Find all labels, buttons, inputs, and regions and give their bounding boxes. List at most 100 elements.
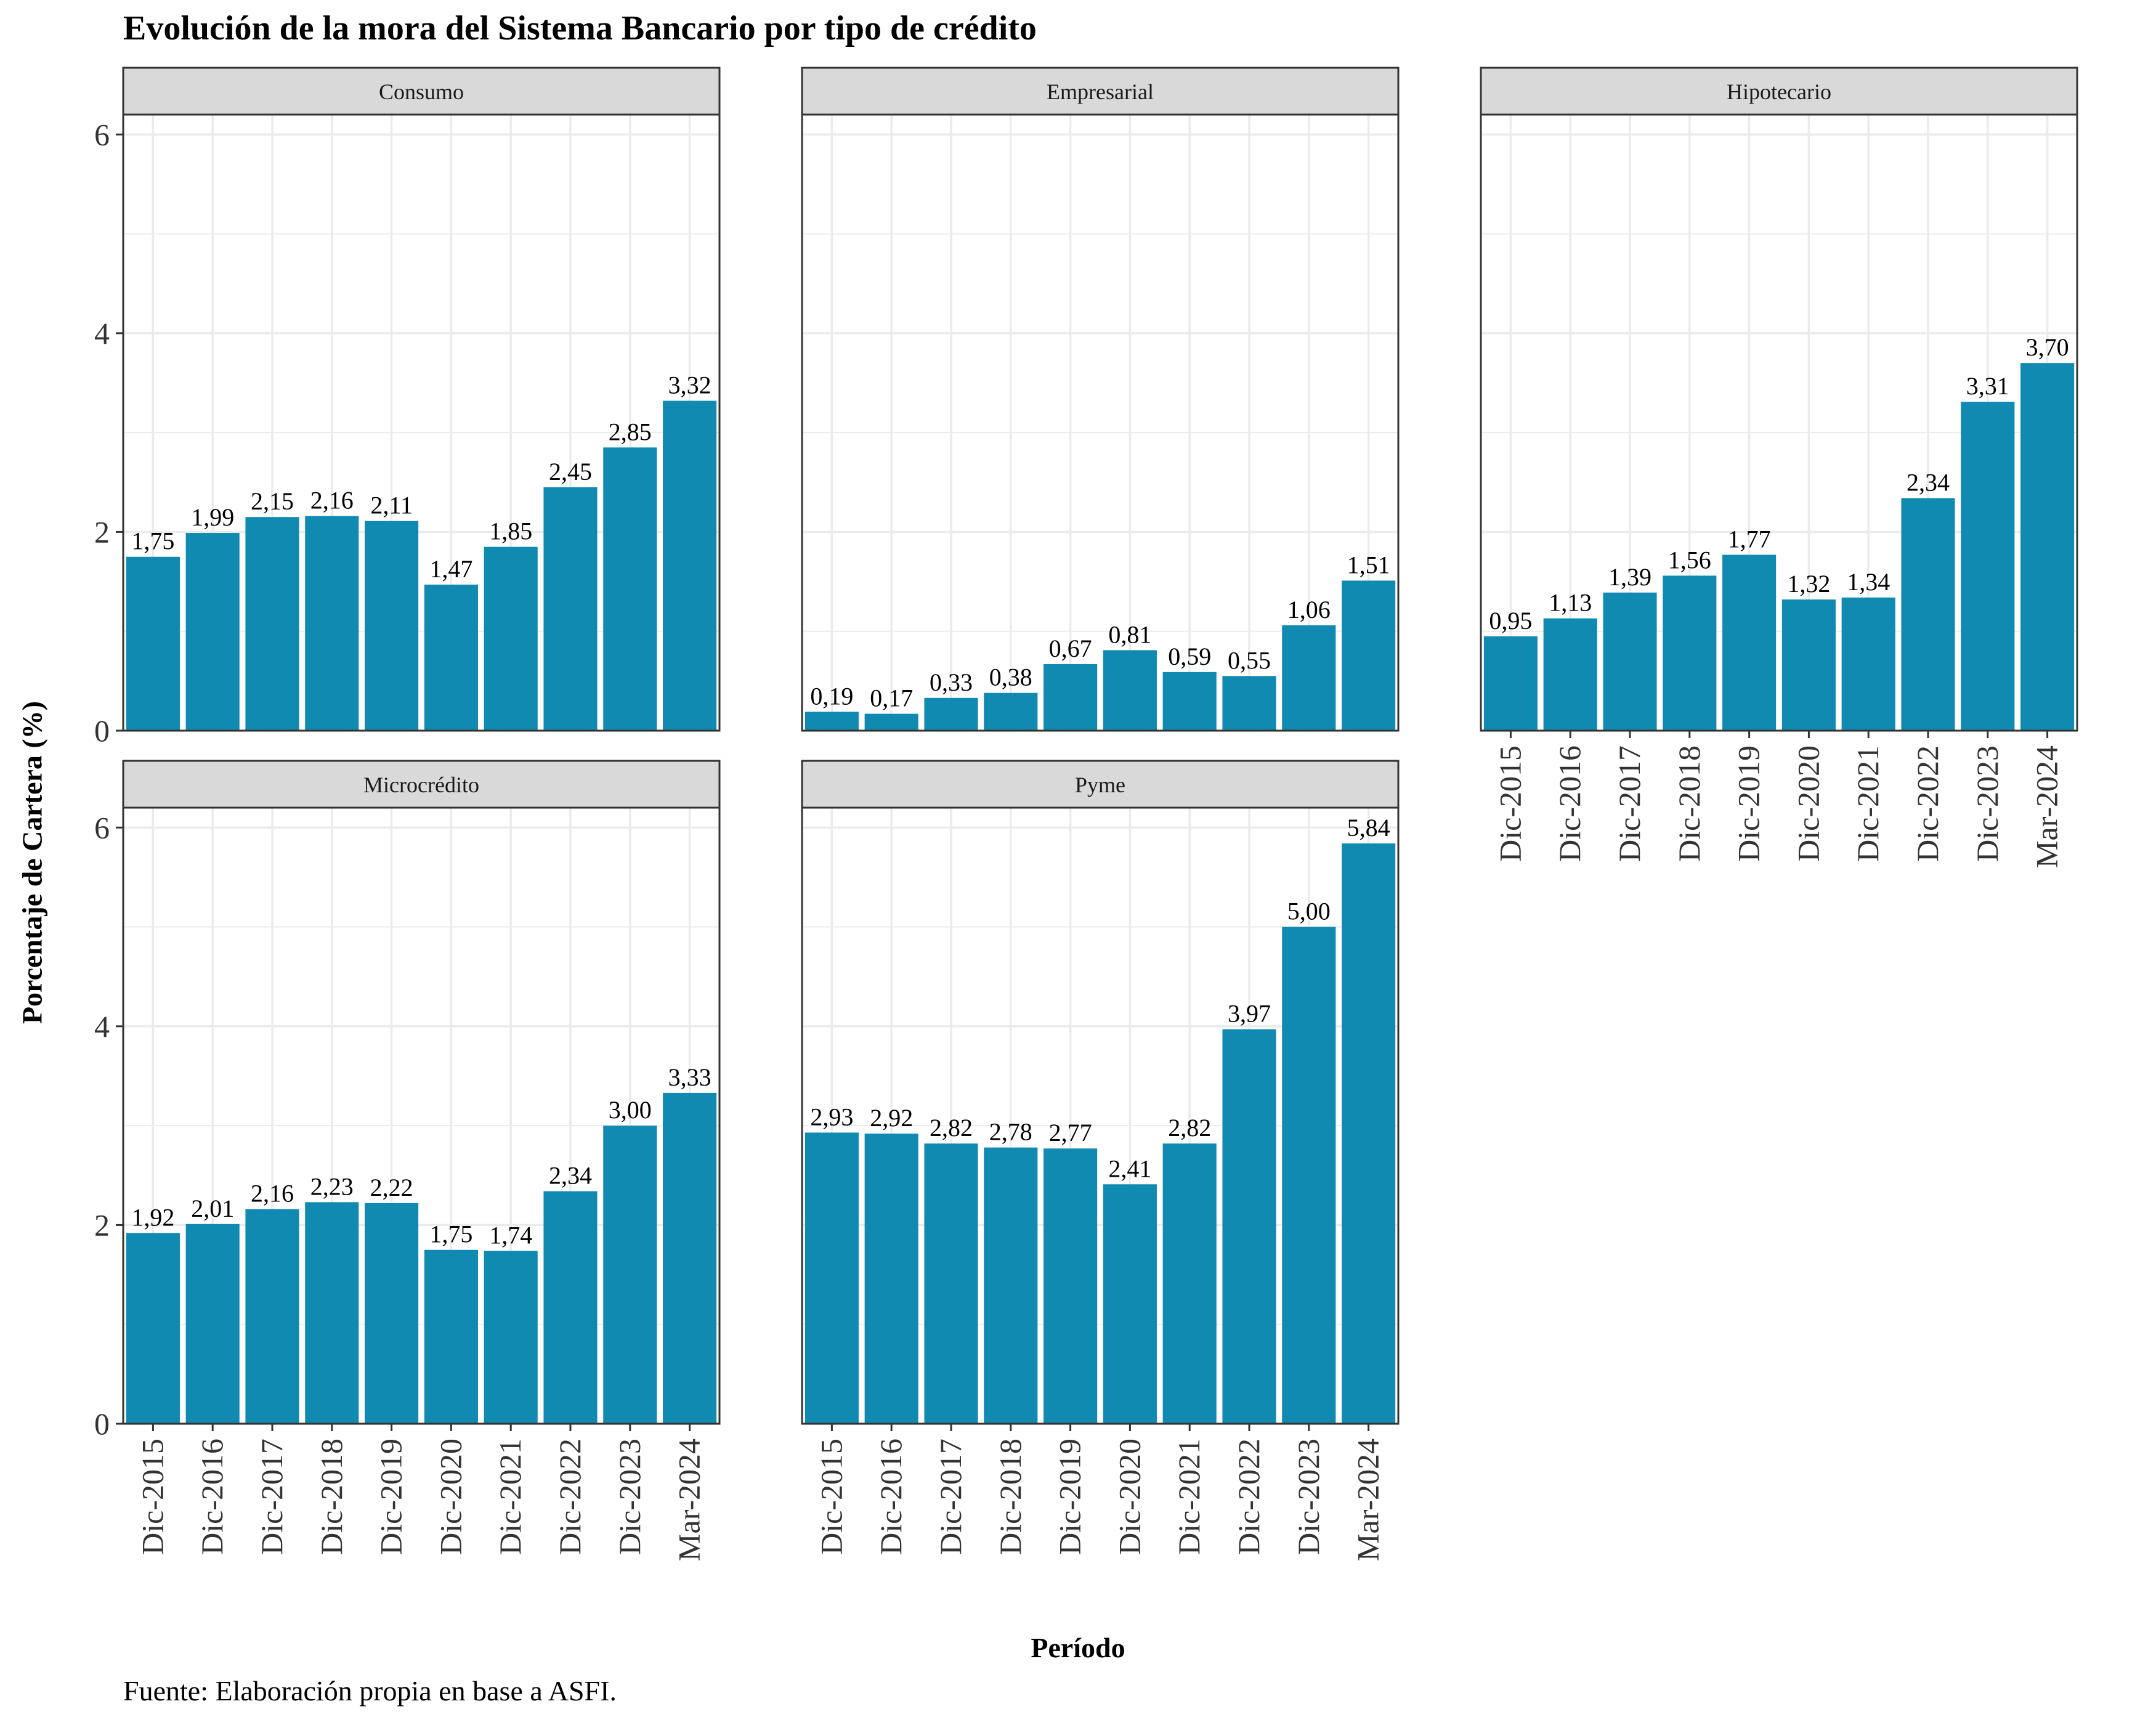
x-tick-label: Dic-2018 — [314, 1439, 349, 1555]
facet-strip — [1480, 67, 2078, 116]
bar-empresarial-dic-2019 — [1044, 664, 1098, 731]
data-label: 1,06 — [1287, 596, 1331, 623]
data-label: 0,55 — [1228, 646, 1271, 674]
facet-hipotecario: Hipotecario 0,95 1,13 1,39 1,56 1,77 1,32 1,34 2… — [1480, 67, 2078, 868]
bar-hipotecario-dic-2021 — [1841, 597, 1895, 731]
data-label: 1,32 — [1787, 570, 1830, 598]
data-label: 1,39 — [1608, 563, 1651, 591]
bar-empresarial-dic-2022 — [1222, 676, 1276, 731]
data-label: 1,13 — [1549, 589, 1592, 617]
bar-microcredito-dic-2015 — [126, 1233, 180, 1424]
data-label: 1,75 — [131, 527, 174, 555]
bar-pyme-dic-2020 — [1103, 1184, 1157, 1424]
x-tick-label: Dic-2016 — [873, 1439, 908, 1555]
x-axis-label: Período — [1031, 1632, 1125, 1663]
bar-pyme-dic-2017 — [924, 1143, 978, 1424]
x-tick-label: Dic-2017 — [1612, 745, 1647, 862]
x-tick-label: Dic-2023 — [1291, 1439, 1326, 1555]
data-label: 3,97 — [1228, 1000, 1271, 1028]
facet-strip — [801, 67, 1400, 116]
x-tick-label: Dic-2021 — [1850, 745, 1885, 862]
x-tick-label: Dic-2021 — [1172, 1439, 1206, 1555]
x-tick-label: Dic-2018 — [993, 1439, 1027, 1555]
x-tick-label: Mar-2024 — [2030, 745, 2064, 868]
data-label: 2,41 — [1108, 1155, 1151, 1182]
bar-empresarial-dic-2023 — [1282, 625, 1336, 731]
bar-pyme-dic-2023 — [1282, 927, 1336, 1424]
bar-pyme-mar-2024 — [1342, 843, 1396, 1424]
data-label: 1,74 — [489, 1221, 532, 1249]
data-label: 3,31 — [1966, 372, 2009, 400]
facet-microcredito: Microcrédito 1,92 2,01 2,16 2,23 2,22 1,75 1,74… — [94, 760, 721, 1561]
data-label: 2,82 — [1168, 1114, 1211, 1142]
bar-empresarial-dic-2015 — [804, 712, 859, 731]
panel-border — [801, 806, 1400, 1425]
facet-strip — [122, 760, 721, 809]
bar-hipotecario-dic-2022 — [1901, 498, 1955, 731]
bar-consumo-dic-2015 — [126, 556, 180, 731]
data-label: 1,75 — [429, 1220, 472, 1248]
data-label: 3,32 — [668, 371, 711, 399]
data-label: 1,85 — [489, 518, 532, 545]
x-tick-label: Dic-2019 — [374, 1439, 408, 1555]
chart-title: Evolución de la mora del Sistema Bancari… — [123, 9, 1037, 47]
bar-microcredito-dic-2020 — [424, 1249, 478, 1424]
x-tick-label: Mar-2024 — [1351, 1439, 1385, 1561]
facet-strip-label: Hipotecario — [1727, 79, 1831, 104]
x-tick-label: Dic-2023 — [1970, 745, 2004, 862]
data-label: 5,00 — [1287, 898, 1331, 925]
data-label: 1,34 — [1847, 568, 1890, 596]
data-label: 2,92 — [870, 1104, 913, 1132]
chart-caption: Fuente: Elaboración propia en base a ASF… — [123, 1675, 617, 1707]
bar-hipotecario-dic-2015 — [1483, 636, 1538, 731]
y-tick-label: 2 — [94, 1208, 110, 1242]
bar-consumo-dic-2017 — [245, 517, 299, 731]
bar-empresarial-mar-2024 — [1342, 580, 1396, 731]
x-tick-label: Dic-2016 — [195, 1439, 229, 1555]
data-label: 0,38 — [989, 664, 1032, 691]
bar-empresarial-dic-2017 — [924, 697, 978, 731]
bar-consumo-dic-2021 — [484, 546, 538, 731]
facet-strip-label: Pyme — [1075, 773, 1125, 797]
bar-hipotecario-dic-2020 — [1781, 599, 1836, 731]
bar-hipotecario-mar-2024 — [2020, 363, 2075, 731]
data-label: 0,33 — [930, 668, 973, 696]
data-label: 0,81 — [1108, 620, 1151, 648]
bar-microcredito-dic-2017 — [245, 1209, 299, 1424]
data-label: 2,15 — [251, 487, 294, 515]
bar-hipotecario-dic-2017 — [1603, 592, 1657, 731]
bar-consumo-dic-2018 — [305, 516, 359, 731]
y-tick-label: 0 — [94, 1406, 110, 1441]
data-label: 1,99 — [191, 503, 234, 531]
bar-hipotecario-dic-2016 — [1543, 618, 1597, 731]
bar-microcredito-dic-2019 — [365, 1203, 419, 1424]
bar-microcredito-dic-2016 — [185, 1224, 240, 1424]
data-label: 2,82 — [930, 1114, 973, 1142]
panel-border — [122, 806, 721, 1425]
data-label: 0,59 — [1168, 643, 1211, 670]
x-tick-label: Dic-2019 — [1732, 745, 1766, 862]
panel-border — [122, 113, 721, 732]
bar-microcredito-dic-2018 — [305, 1202, 359, 1424]
y-tick-label: 4 — [94, 316, 110, 351]
data-label: 2,34 — [549, 1162, 592, 1190]
x-tick-label: Dic-2022 — [1231, 1439, 1266, 1555]
data-label: 3,33 — [668, 1063, 711, 1091]
panel-border — [1480, 113, 2078, 732]
bar-hipotecario-dic-2019 — [1722, 554, 1777, 731]
y-tick-label: 6 — [94, 810, 110, 845]
facet-strip-label: Empresarial — [1047, 79, 1154, 104]
data-label: 0,17 — [870, 684, 913, 712]
x-tick-label: Dic-2020 — [1112, 1439, 1146, 1555]
bar-pyme-dic-2018 — [984, 1147, 1038, 1424]
bar-consumo-mar-2024 — [663, 400, 717, 731]
panel-border — [801, 113, 1400, 732]
data-label: 1,47 — [429, 555, 472, 583]
bar-hipotecario-dic-2018 — [1663, 575, 1717, 731]
data-label: 0,95 — [1489, 607, 1532, 635]
x-tick-label: Dic-2021 — [493, 1439, 527, 1555]
y-tick-label: 2 — [94, 514, 110, 549]
bar-microcredito-mar-2024 — [663, 1092, 717, 1424]
